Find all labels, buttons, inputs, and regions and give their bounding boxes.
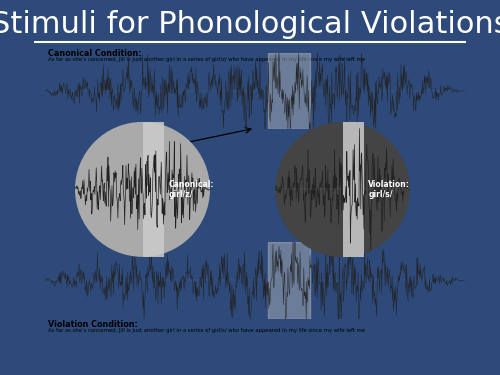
Circle shape bbox=[275, 122, 410, 257]
Text: Canonical Condition:: Canonical Condition: bbox=[48, 49, 141, 58]
Bar bbox=[342, 115, 364, 264]
Text: Violation:
girl/s/: Violation: girl/s/ bbox=[368, 180, 410, 199]
Bar bbox=[142, 115, 164, 264]
Text: Canonical:
girl/z/: Canonical: girl/z/ bbox=[168, 180, 214, 199]
Bar bbox=[268, 242, 310, 319]
Bar bbox=[268, 53, 310, 129]
Text: Stimuli for Phonological Violations: Stimuli for Phonological Violations bbox=[0, 10, 500, 39]
Circle shape bbox=[75, 122, 210, 257]
Text: As far as she’s concerned, Jill is just another girl in a series of girl/z/ who : As far as she’s concerned, Jill is just … bbox=[48, 57, 364, 62]
Text: As far as she’s concerned, Jill is just another girl in a series of girl/s/ who : As far as she’s concerned, Jill is just … bbox=[48, 328, 364, 333]
Text: Violation Condition:: Violation Condition: bbox=[48, 320, 137, 329]
